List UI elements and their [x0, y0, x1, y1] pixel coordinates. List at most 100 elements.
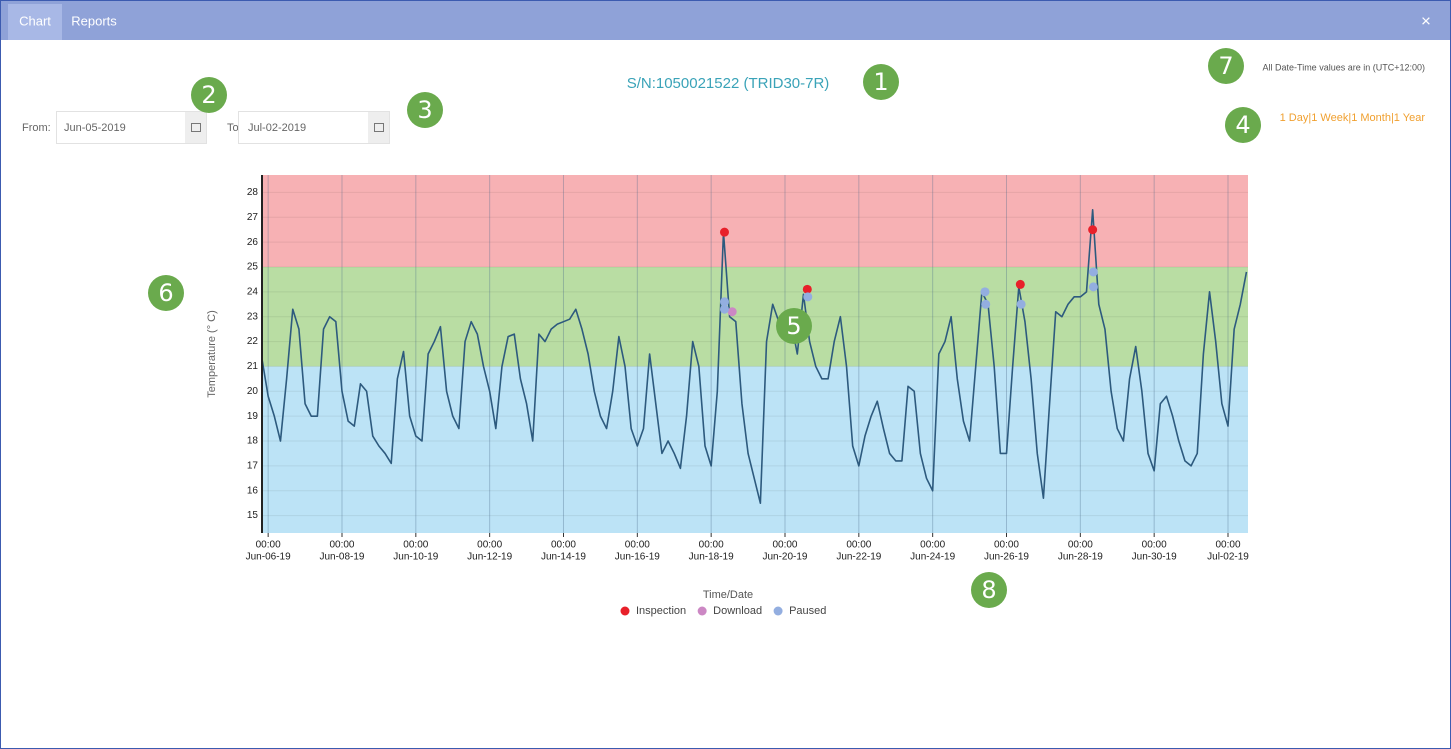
page-title: S/N:1050021522 (TRID30-7R) — [627, 75, 830, 92]
range-link[interactable]: 1 Week — [1311, 112, 1349, 124]
separator: | — [1308, 112, 1311, 124]
legend-marker — [773, 606, 783, 616]
x-tick-label: 00:00 — [1142, 540, 1167, 551]
x-tick-label: 00:00 — [1215, 540, 1240, 551]
x-tick-label: Jun-26-19 — [984, 552, 1029, 563]
y-tick-label: 24 — [247, 286, 259, 297]
event-marker — [727, 307, 737, 317]
y-tick-label: 21 — [247, 361, 259, 372]
x-tick-label: Jun-10-19 — [393, 552, 438, 563]
from-value[interactable]: Jun-05-2019 — [64, 122, 126, 134]
callout-number: 8 — [981, 576, 996, 604]
callout-badge — [1208, 48, 1244, 84]
close-button[interactable]: × — [1421, 11, 1431, 30]
y-tick-label: 27 — [247, 212, 259, 223]
event-marker — [802, 284, 812, 294]
x-tick-label: 00:00 — [477, 540, 502, 551]
event-marker — [980, 287, 990, 297]
callout-number: 6 — [158, 279, 173, 307]
x-tick-label: Jun-24-19 — [910, 552, 955, 563]
x-tick-label: 00:00 — [329, 540, 354, 551]
x-tick-label: Jun-18-19 — [689, 552, 734, 563]
callout-number: 4 — [1235, 111, 1250, 139]
event-marker — [719, 304, 729, 314]
legend-marker — [620, 606, 630, 616]
y-tick-label: 20 — [247, 386, 259, 397]
legend-label: Download — [713, 605, 762, 617]
event-marker — [1088, 267, 1098, 277]
event-marker — [719, 297, 729, 307]
x-axis-label: Time/Date — [703, 589, 753, 601]
from-input[interactable] — [56, 111, 207, 144]
calendar-button[interactable] — [185, 112, 206, 143]
x-tick-label: Jun-14-19 — [541, 552, 586, 563]
range-link[interactable]: 1 Month — [1351, 112, 1391, 124]
calendar-icon — [374, 123, 384, 132]
calendar-icon — [191, 123, 201, 132]
event-marker — [1088, 225, 1098, 235]
y-axis-label: Temperature (° C) — [206, 310, 218, 398]
callout-number: 5 — [786, 312, 801, 340]
separator: | — [1391, 112, 1394, 124]
event-marker — [1088, 282, 1098, 292]
y-tick-label: 25 — [247, 262, 259, 273]
callout-badge — [971, 572, 1007, 608]
x-tick-label: 00:00 — [1068, 540, 1093, 551]
y-tick-label: 26 — [247, 237, 259, 248]
x-tick-label: 00:00 — [625, 540, 650, 551]
y-tick-label: 17 — [247, 461, 259, 472]
x-tick-label: Jun-28-19 — [1058, 552, 1103, 563]
y-tick-label: 19 — [247, 411, 259, 422]
x-tick-label: 00:00 — [551, 540, 576, 551]
x-tick-label: Jun-12-19 — [467, 552, 512, 563]
x-tick-label: Jun-16-19 — [615, 552, 660, 563]
callout-number: 1 — [873, 68, 888, 96]
range-links: 1 Day|1 Week|1 Month|1 Year — [1280, 112, 1426, 124]
y-tick-label: 23 — [247, 311, 259, 322]
range-link[interactable]: 1 Day — [1280, 112, 1309, 124]
callout-badge — [1225, 107, 1261, 143]
callout-number: 7 — [1218, 52, 1233, 80]
threshold-band — [262, 366, 1248, 533]
x-tick-label: Jul-02-19 — [1207, 552, 1249, 563]
x-tick-label: 00:00 — [256, 540, 281, 551]
x-tick-label: Jun-20-19 — [762, 552, 807, 563]
x-tick-label: 00:00 — [403, 540, 428, 551]
event-marker — [803, 292, 813, 302]
tab[interactable]: Reports — [71, 13, 117, 28]
from-label: From: — [22, 122, 51, 134]
to-value[interactable]: Jul-02-2019 — [248, 122, 306, 134]
chart: 151617181920212223242526272800:00Jun-06-… — [206, 175, 1249, 617]
callout-number: 3 — [417, 96, 432, 124]
x-tick-label: Jun-06-19 — [246, 552, 291, 563]
range-link[interactable]: 1 Year — [1394, 112, 1426, 124]
y-tick-label: 28 — [247, 187, 259, 198]
y-tick-label: 15 — [247, 510, 259, 521]
event-marker — [1015, 279, 1025, 289]
tab-active[interactable] — [8, 4, 62, 40]
y-tick-label: 22 — [247, 336, 259, 347]
tab[interactable]: Chart — [19, 13, 51, 28]
x-tick-label: 00:00 — [772, 540, 797, 551]
callout-badge — [148, 275, 184, 311]
event-marker — [981, 299, 991, 309]
y-tick-label: 16 — [247, 485, 259, 496]
temperature-line — [261, 209, 1248, 504]
to-input[interactable] — [238, 111, 390, 144]
callout-badge — [863, 64, 899, 100]
y-tick-label: 18 — [247, 436, 259, 447]
callout-number: 2 — [201, 81, 216, 109]
timezone-note: All Date-Time values are in (UTC+12:00) — [1263, 62, 1425, 72]
legend-label: Inspection — [636, 605, 686, 617]
x-tick-label: 00:00 — [994, 540, 1019, 551]
threshold-band — [262, 175, 1248, 267]
threshold-band — [262, 266, 1248, 367]
x-tick-label: 00:00 — [699, 540, 724, 551]
event-marker — [719, 227, 729, 237]
x-tick-label: Jun-22-19 — [836, 552, 881, 563]
legend-label: Paused — [789, 605, 826, 617]
calendar-button[interactable] — [368, 112, 389, 143]
callout-badge — [407, 92, 443, 128]
